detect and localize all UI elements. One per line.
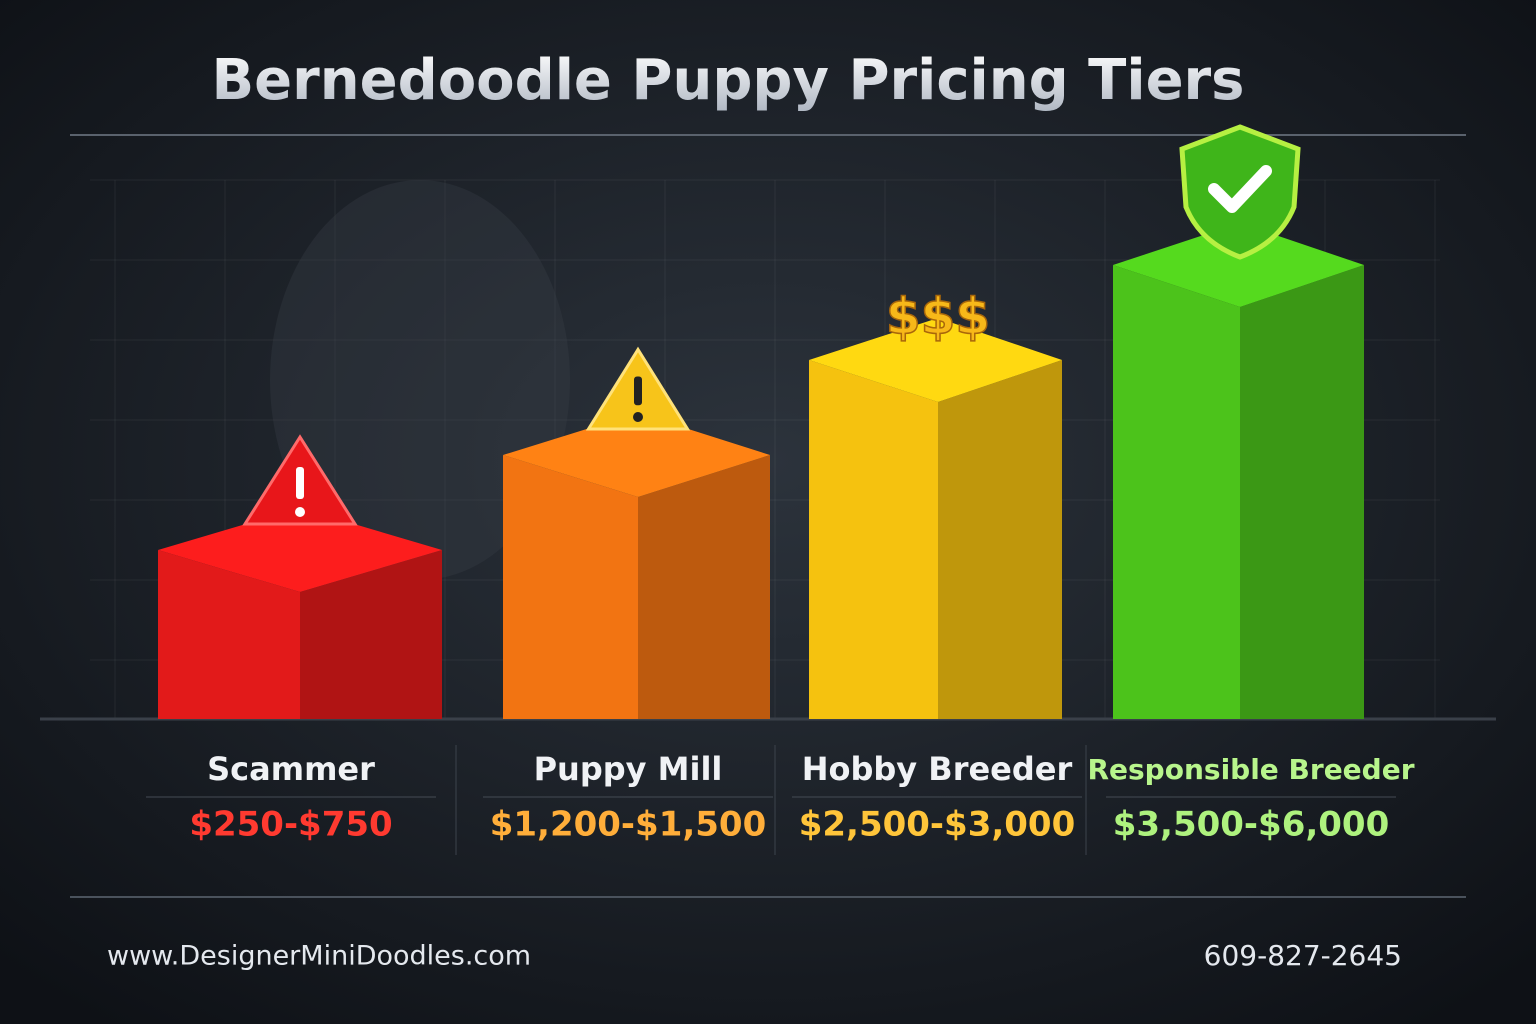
tier-name: Hobby Breeder — [802, 750, 1073, 788]
bar-side — [1240, 265, 1364, 719]
tier-name: Puppy Mill — [534, 750, 723, 788]
bar-top — [158, 508, 442, 592]
bar-front — [158, 550, 300, 719]
puppy-silhouette — [270, 180, 570, 580]
warning-dot — [295, 507, 305, 517]
bar-top — [809, 318, 1062, 402]
bar-top — [1113, 223, 1364, 307]
check-mark — [1208, 165, 1272, 213]
bar-side — [300, 550, 442, 719]
badge: $$$ — [886, 288, 990, 346]
bar-side — [638, 455, 770, 719]
phone: 609-827-2645 — [1204, 939, 1402, 972]
warning-mark — [634, 376, 642, 406]
tier-price: $1,200-$1,500 — [490, 805, 767, 845]
website: www.DesignerMiniDoodles.com — [107, 941, 531, 972]
title: Bernedoodle Puppy Pricing Tiers — [211, 48, 1244, 113]
tier-name: Responsible Breeder — [1087, 753, 1414, 786]
warning-mark — [296, 467, 304, 499]
bar-front — [809, 360, 938, 719]
bar-front — [1113, 265, 1240, 719]
tier-price: $3,500-$6,000 — [1113, 805, 1390, 845]
bar-side — [938, 360, 1062, 719]
tier-price: $2,500-$3,000 — [799, 805, 1076, 845]
tier-name: Scammer — [207, 750, 375, 788]
bar-top — [503, 413, 770, 497]
warning-dot — [633, 412, 643, 422]
bar-front — [503, 455, 638, 719]
tier-price: $250-$750 — [189, 805, 392, 845]
